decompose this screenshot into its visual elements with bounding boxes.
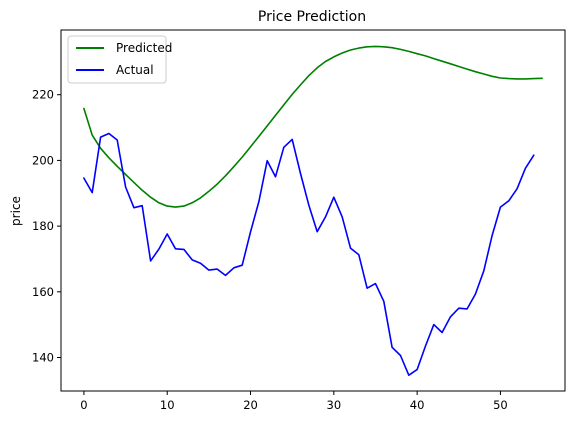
x-tick-label: 10: [160, 398, 175, 412]
y-tick-label: 160: [32, 285, 54, 299]
series-line-actual: [83, 132, 535, 377]
x-tick-label: 0: [80, 398, 87, 412]
x-tick-label: 30: [327, 398, 342, 412]
y-axis-title: price: [9, 196, 23, 226]
legend: Predicted Actual: [67, 35, 172, 84]
x-tick-label: 40: [410, 398, 425, 412]
plot-frame: [60, 29, 566, 392]
y-tick-label: 180: [32, 219, 54, 233]
legend-label-predicted: Predicted: [116, 41, 172, 55]
x-tick-label: 50: [493, 398, 508, 412]
y-axis: 140 160 180 200 220: [32, 88, 61, 364]
x-tick-label: 20: [243, 398, 258, 412]
y-tick-label: 220: [32, 88, 54, 102]
series-layer: [83, 45, 543, 377]
series-line-predicted: [83, 45, 543, 208]
x-axis: 0 10 20 30 40 50: [80, 391, 508, 412]
plot-area: [60, 29, 566, 392]
y-tick-label: 140: [32, 350, 54, 364]
chart-title: Price Prediction: [258, 9, 366, 25]
y-tick-label: 200: [32, 153, 54, 167]
legend-label-actual: Actual: [116, 63, 154, 77]
